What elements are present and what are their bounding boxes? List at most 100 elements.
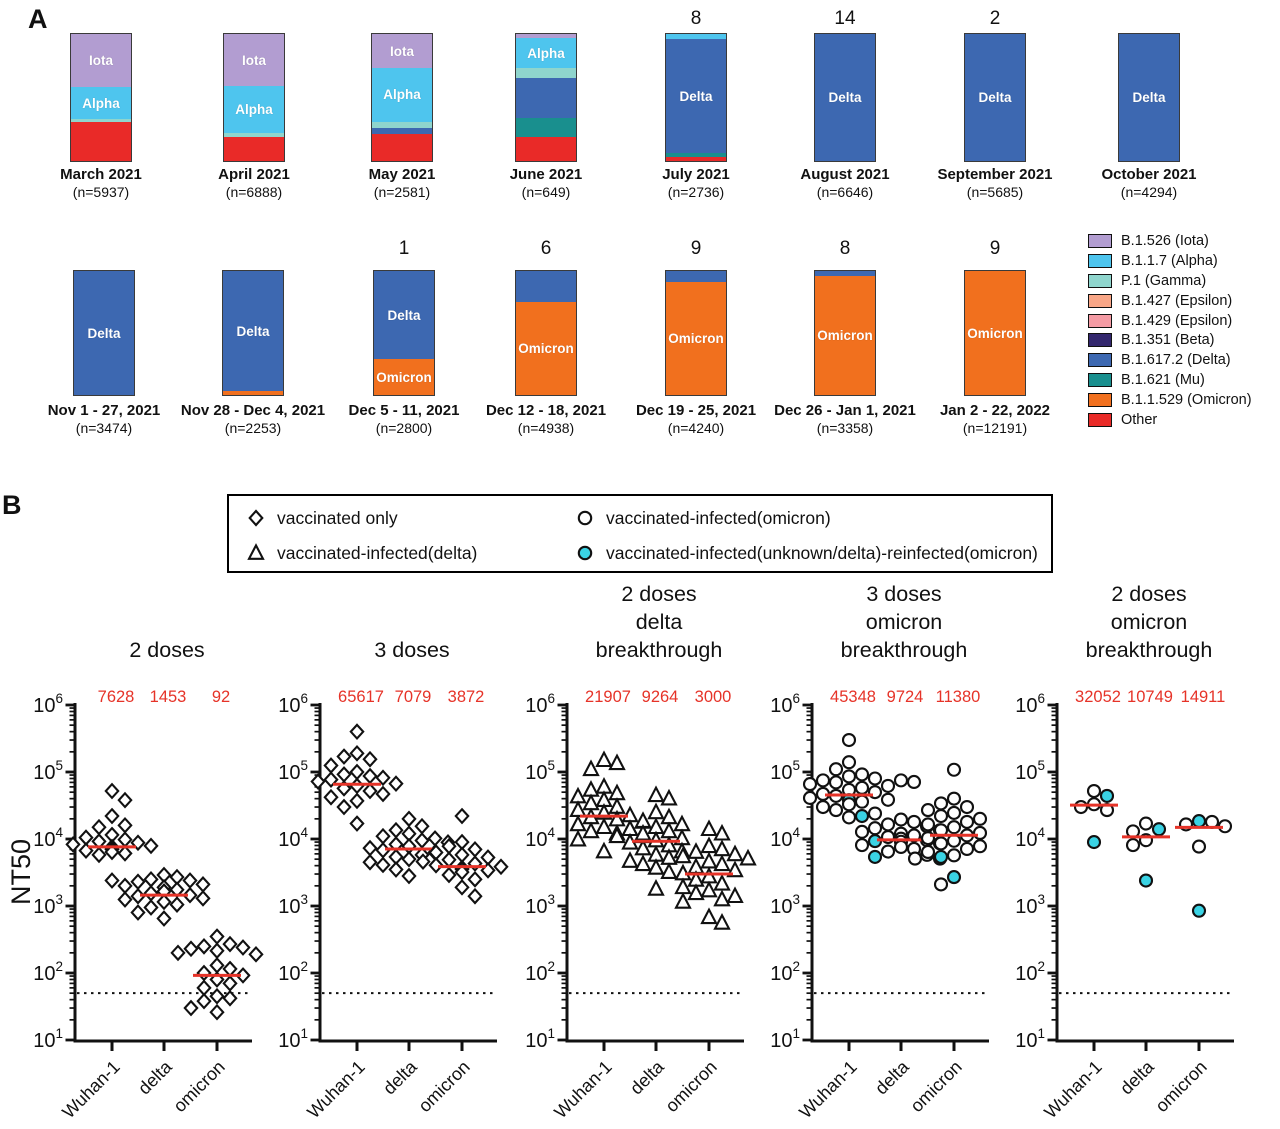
geometric-mean-value: 3000 xyxy=(695,688,732,706)
data-point xyxy=(841,782,857,797)
data-point xyxy=(841,797,857,812)
data-point xyxy=(621,832,639,850)
bar-n-label: (n=2253) xyxy=(224,420,282,436)
stacked-bar: Alpha xyxy=(515,33,577,162)
bar-segment-label: Omicron xyxy=(817,327,873,343)
y-tick-label: 103 xyxy=(770,892,800,918)
bar-n-label: (n=4294) xyxy=(1120,184,1178,200)
data-point xyxy=(349,792,365,810)
data-point xyxy=(130,834,146,852)
data-point xyxy=(156,910,172,927)
data-point xyxy=(222,989,238,1007)
bar-title: May 2021 xyxy=(368,166,436,183)
bar-column: 9 Omicron Dec 19 - 25, 2021 (n=4240) xyxy=(606,0,786,436)
bar-segment-other xyxy=(224,136,284,161)
data-point xyxy=(634,823,652,841)
legend-swatch-gamma xyxy=(1088,273,1112,288)
data-point xyxy=(893,773,909,788)
bar-column: 8 Omicron Dec 26 - Jan 1, 2021 (n=3358) xyxy=(755,0,935,436)
data-point xyxy=(608,797,626,814)
data-point xyxy=(480,862,496,879)
data-point xyxy=(362,767,378,785)
data-point xyxy=(700,880,718,898)
legend-item-alpha: B.1.1.7 (Alpha) xyxy=(1088,251,1252,271)
data-point xyxy=(700,907,718,925)
legend-item-mu: B.1.621 (Mu) xyxy=(1088,370,1252,390)
data-point xyxy=(323,788,339,806)
data-point xyxy=(349,723,365,741)
data-point xyxy=(674,877,692,895)
geometric-mean-value: 7079 xyxy=(395,688,432,706)
data-point xyxy=(156,893,172,911)
data-point xyxy=(209,942,225,960)
data-point xyxy=(427,844,443,861)
y-tick-label: 103 xyxy=(33,892,63,918)
data-point xyxy=(959,799,975,815)
data-point xyxy=(946,848,962,863)
y-tick-label: 106 xyxy=(525,691,555,717)
data-point xyxy=(828,775,844,790)
data-point xyxy=(647,879,665,896)
bar-count-above: 8 xyxy=(839,238,851,259)
data-point xyxy=(700,819,718,837)
data-point xyxy=(454,859,470,877)
bar-segment-omicron: Omicron xyxy=(815,275,875,395)
data-point xyxy=(569,829,587,847)
subplot-title: omicron xyxy=(1111,610,1187,634)
data-point xyxy=(932,823,948,838)
data-point xyxy=(673,814,691,832)
data-point xyxy=(841,769,857,784)
data-point xyxy=(117,831,133,848)
data-point xyxy=(919,833,935,848)
data-point xyxy=(700,866,718,884)
subplot-title: omicron xyxy=(866,610,942,634)
data-point xyxy=(828,762,844,777)
bar-count-above: 9 xyxy=(989,238,1001,259)
subplot-title: 3 doses xyxy=(374,638,449,662)
data-point xyxy=(660,788,678,806)
data-point xyxy=(972,825,988,841)
bar-column: 9 Omicron Jan 2 - 22, 2022 (n=12191) xyxy=(905,0,1085,436)
data-point xyxy=(336,779,352,797)
data-point xyxy=(841,732,857,748)
data-point-reinfected xyxy=(1099,788,1115,803)
data-point xyxy=(375,785,391,803)
data-point xyxy=(867,806,883,821)
data-point xyxy=(660,835,678,853)
bar-column: Iota Alpha May 2021 (n=2581) xyxy=(312,0,492,200)
bar-segment-label: Omicron xyxy=(967,325,1023,341)
bar-title: September 2021 xyxy=(937,166,1053,183)
bar-segment-label: Iota xyxy=(389,43,414,59)
data-point xyxy=(854,824,870,839)
data-point xyxy=(907,851,923,866)
stacked-bar: Delta xyxy=(814,33,876,162)
y-tick-label: 103 xyxy=(1015,892,1045,918)
x-category-label: Wuhan-1 xyxy=(550,1057,616,1123)
data-point xyxy=(91,846,107,864)
data-point xyxy=(375,769,391,787)
data-point xyxy=(78,829,94,846)
data-point xyxy=(182,886,198,904)
y-tick-label: 102 xyxy=(278,959,308,985)
data-point xyxy=(467,841,483,858)
bar-segment-label: Alpha xyxy=(235,102,273,118)
data-point xyxy=(1138,816,1154,831)
data-point xyxy=(454,807,470,825)
data-point xyxy=(235,967,251,984)
bar-column: Iota Alpha April 2021 (n=6888) xyxy=(164,0,344,200)
data-point xyxy=(65,836,81,853)
data-point xyxy=(104,807,120,825)
data-point xyxy=(595,790,613,808)
x-category-label: omicron xyxy=(414,1057,473,1116)
data-point xyxy=(1086,797,1102,812)
data-point xyxy=(660,821,678,839)
bar-column: Alpha June 2021 (n=649) xyxy=(456,0,636,200)
data-point xyxy=(647,785,665,803)
data-point xyxy=(608,823,626,841)
bar-n-label: (n=3474) xyxy=(75,420,133,436)
x-category-label: delta xyxy=(871,1056,913,1098)
bar-segment-label: Iota xyxy=(88,53,113,69)
data-point xyxy=(582,807,600,825)
y-tick-label: 101 xyxy=(1015,1026,1045,1052)
